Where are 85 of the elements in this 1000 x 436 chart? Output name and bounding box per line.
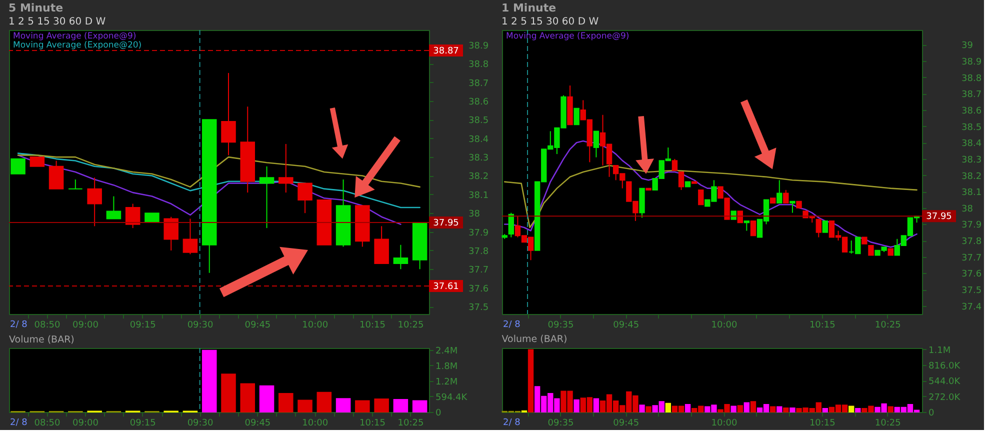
y-tick-label: 37.4 <box>962 302 982 312</box>
chart-subtitle: 1 2 5 15 30 60 D W <box>502 16 599 28</box>
x-tick-label: 09:45 <box>244 418 271 428</box>
x-tick-label: 08:50 <box>34 320 60 330</box>
x-tick-label: 09:45 <box>613 418 640 428</box>
chart-subtitle: 1 2 5 15 30 60 D W <box>8 16 106 28</box>
y-tick-label: 38.2 <box>962 172 982 182</box>
x-tick-label: 10:15 <box>360 320 386 330</box>
y-tick-label: 38.4 <box>962 139 982 150</box>
text: 2/ 8 <box>503 418 521 428</box>
y-tick-label: 594.4K <box>436 392 468 403</box>
x-tick-label: 09:00 <box>72 320 99 330</box>
y-tick-label: 38.1 <box>962 188 982 198</box>
ref-line-label: 38.87 <box>433 46 459 57</box>
x-tick-label: 09:30 <box>187 320 214 330</box>
x-tick-label: 10:00 <box>302 320 328 330</box>
y-tick-label: 38.3 <box>962 155 982 166</box>
y-tick-label: 38.6 <box>962 106 982 116</box>
x-tick-label: 09:15 <box>130 418 156 428</box>
y-tick-label: 38.8 <box>468 60 489 70</box>
y-tick-label: 39 <box>962 41 974 52</box>
x-tick-label: 10:00 <box>302 418 328 428</box>
x-tick-label: 10:00 <box>711 418 738 428</box>
y-tick-label: 38.3 <box>468 154 489 164</box>
x-tick-label: 10:15 <box>809 320 836 330</box>
y-tick-label: 37.7 <box>962 253 982 264</box>
y-tick-label: 37.5 <box>468 303 489 314</box>
x-tick-label: 09:45 <box>613 320 640 330</box>
y-tick-label: 38.7 <box>962 90 982 100</box>
ref-line-label: 37.61 <box>433 282 459 292</box>
x-tick-label: 10:25 <box>874 418 901 428</box>
y-tick-label: 37.6 <box>468 284 489 294</box>
y-tick-label: 37.9 <box>468 228 489 238</box>
chart-title: 1 Minute <box>502 2 556 14</box>
y-tick-label: 37.7 <box>468 266 489 276</box>
y-tick-label: 816.0K <box>928 361 962 372</box>
x-tick-label: 10:15 <box>360 418 386 428</box>
y-tick-label: 37.6 <box>962 270 982 280</box>
y-tick-label: 38.6 <box>468 98 489 108</box>
chart-title: Volume (BAR) <box>9 334 74 346</box>
y-tick-label: 37.5 <box>962 286 982 296</box>
y-tick-label: 38.8 <box>962 74 982 84</box>
y-tick-label: 38.7 <box>468 78 489 89</box>
x-tick-label: 09:30 <box>187 418 214 428</box>
y-tick-label: 1.2M <box>436 377 458 388</box>
x-tick-label: 10:00 <box>711 320 738 330</box>
y-tick-label: 272.0K <box>928 392 962 403</box>
x-tick-label: 10:25 <box>874 320 901 330</box>
y-tick-label: 37.9 <box>962 220 982 231</box>
x-tick-label: 10:25 <box>398 418 424 428</box>
y-tick-label: 38 <box>468 210 480 220</box>
x-tick-label: 09:00 <box>72 418 99 428</box>
y-tick-label: 38.2 <box>468 172 489 182</box>
y-tick-label: 38.4 <box>468 134 489 145</box>
chart-title: 5 Minute <box>8 2 64 14</box>
ref-line-label: 37.95 <box>926 212 952 222</box>
text: Moving Average (Expone@9) <box>13 32 136 42</box>
chart-title: Volume (BAR) <box>502 334 568 345</box>
y-tick-label: 0 <box>436 408 442 418</box>
text: Moving Average (Expone@9) <box>506 32 630 42</box>
y-tick-label: 38.1 <box>468 190 489 201</box>
text: 2/ 8 <box>503 320 521 330</box>
y-tick-label: 1.8M <box>436 362 458 372</box>
text: Moving Average (Expone@20) <box>13 40 142 50</box>
x-tick-label: 08:50 <box>34 418 60 428</box>
x-tick-label: 09:15 <box>130 320 156 330</box>
x-tick-label: 10:15 <box>809 418 836 428</box>
y-tick-label: 38.5 <box>468 116 489 126</box>
y-tick-label: 0 <box>928 408 934 418</box>
y-tick-label: 37.8 <box>962 237 982 248</box>
y-tick-label: 2.4M <box>436 346 458 356</box>
y-tick-label: 38.5 <box>962 122 982 133</box>
text: 2/ 8 <box>10 418 28 428</box>
y-tick-label: 37.8 <box>468 246 489 257</box>
y-tick-label: 38 <box>962 204 974 214</box>
text: 2/ 8 <box>10 320 28 330</box>
x-tick-label: 09:35 <box>548 320 574 330</box>
y-tick-label: 544.0K <box>928 377 962 388</box>
y-tick-label: 38.9 <box>962 58 982 68</box>
x-tick-label: 09:45 <box>244 320 271 330</box>
x-tick-label: 09:35 <box>548 418 574 428</box>
y-tick-label: 38.9 <box>468 41 489 52</box>
ref-line-label: 37.95 <box>433 218 459 228</box>
y-tick-label: 1.1M <box>928 346 951 356</box>
x-tick-label: 10:25 <box>398 320 424 330</box>
